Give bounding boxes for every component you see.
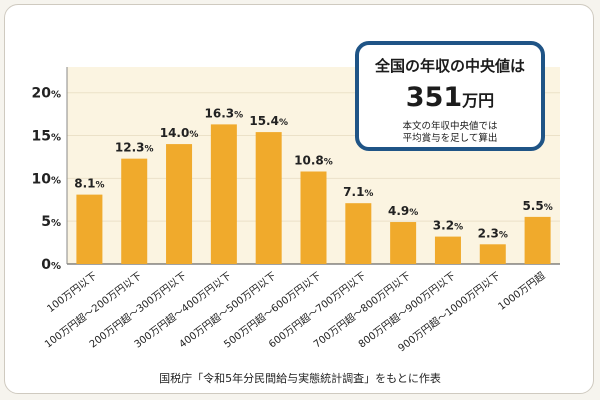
y-tick-label: 5% [41, 214, 61, 230]
bar [121, 158, 148, 264]
bar [479, 244, 506, 264]
value-label: 16.3% [205, 106, 244, 120]
value-label: 3.2% [433, 219, 463, 233]
callout-title: 全国の年収の中央値は [374, 57, 525, 75]
value-label: 7.1% [343, 185, 373, 199]
y-tick-label: 0% [41, 257, 61, 273]
value-label: 2.3% [478, 226, 508, 240]
callout-unit: 万円 [462, 91, 495, 110]
value-label: 5.5% [522, 199, 552, 213]
callout-note: 本文の年収中央値では 平均賞与を足して算出 [402, 121, 498, 144]
y-tick-label: 10% [31, 171, 61, 187]
bar [300, 171, 327, 264]
value-label: 4.9% [388, 204, 418, 218]
value-label: 8.1% [74, 177, 104, 191]
bar [166, 144, 193, 264]
callout-value-row: 351万円 [359, 82, 541, 117]
value-label: 15.4% [249, 114, 288, 128]
source-note: 国税庁「令和5年分民間給与実態統計調査」をもとに作表 [159, 372, 441, 385]
y-tick-label: 15% [31, 129, 61, 145]
value-label: 14.0% [160, 126, 199, 140]
value-label: 12.3% [115, 141, 154, 155]
y-tick-label: 20% [31, 86, 61, 102]
bar [434, 236, 461, 264]
category-label: 1000万円超 [495, 269, 547, 313]
bar [255, 132, 282, 264]
value-label: 10.8% [294, 153, 333, 167]
median-callout: 全国の年収の中央値は 351万円 本文の年収中央値では 平均賞与を足して算出 [355, 41, 545, 151]
bar [524, 216, 551, 264]
bar [210, 124, 237, 264]
chart-card: 0% 5% 10% 15% 20% 8.1% 100万円以下 12.3% 100万円超〜200万… [4, 4, 594, 394]
bar [390, 222, 417, 264]
callout-value: 351 [405, 82, 463, 113]
bar [345, 203, 372, 264]
bar [76, 194, 103, 264]
